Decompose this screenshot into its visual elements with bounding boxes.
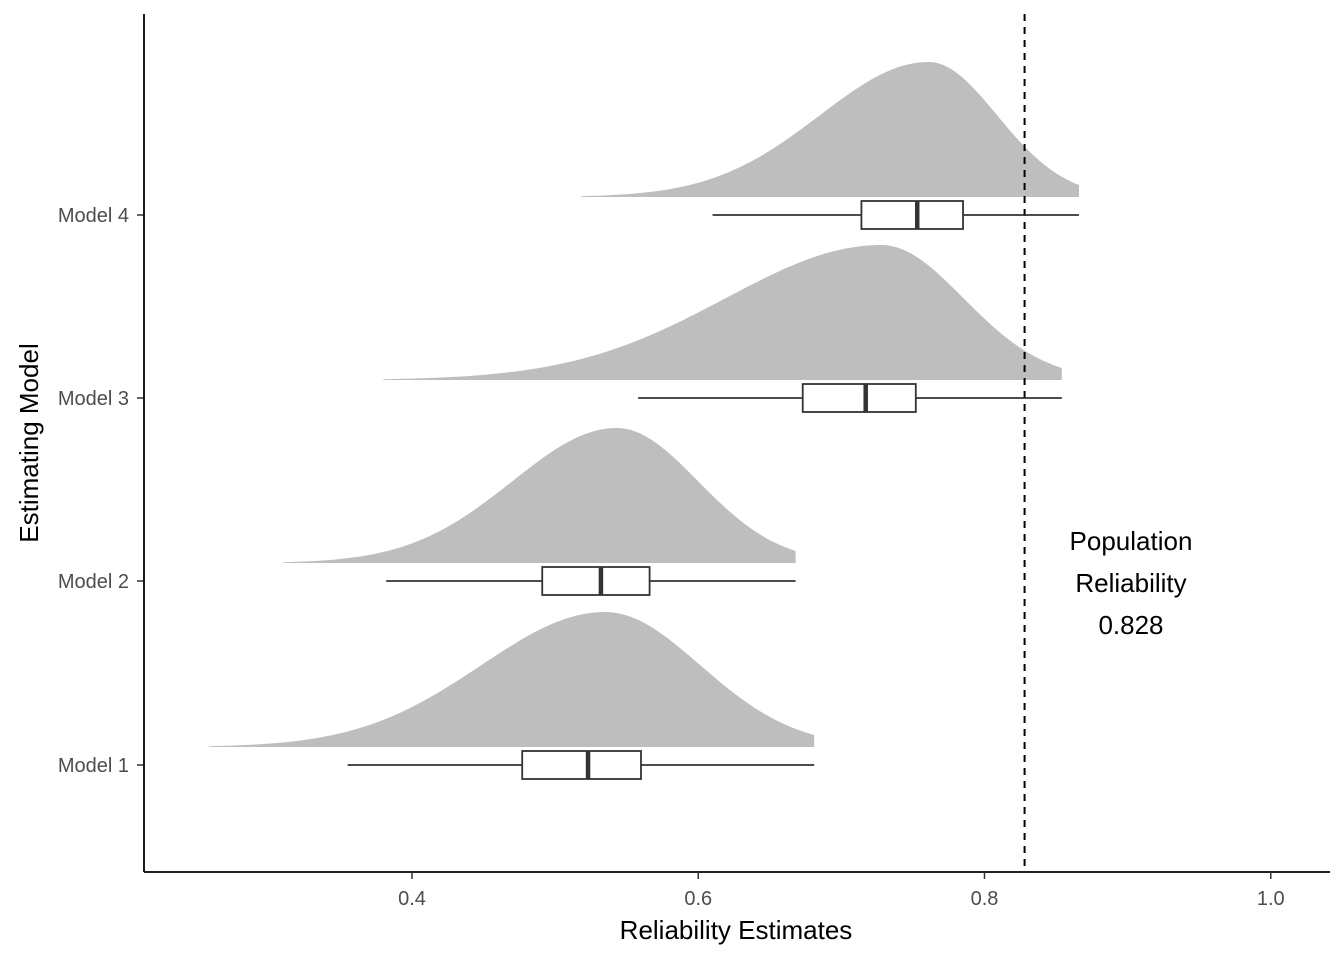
annotation-line: Reliability	[1075, 568, 1186, 598]
box-iqr	[801, 383, 917, 413]
y-axis-title: Estimating Model	[14, 343, 44, 542]
annotation-line: 0.828	[1098, 610, 1163, 640]
x-tick-label: 0.4	[398, 888, 426, 910]
population-reliability-annotation: Population Reliability 0.828	[1070, 526, 1193, 640]
y-tick-label: Model 3	[58, 388, 129, 410]
axes: Model 1 Model 2 Model 3 Model 4 0.4 0.6 0.8 1.0	[58, 14, 1330, 910]
density-layer	[208, 62, 1079, 747]
y-tick-label: Model 2	[58, 571, 129, 593]
x-tick-label: 0.6	[684, 888, 712, 910]
density-cloud	[283, 428, 796, 563]
box-iqr	[541, 566, 651, 596]
density-cloud	[580, 62, 1079, 197]
x-tick-label: 0.8	[971, 888, 999, 910]
x-tick-label: 1.0	[1257, 888, 1285, 910]
box-iqr	[860, 200, 964, 230]
density-cloud	[383, 245, 1062, 380]
boxplot-layer	[347, 200, 1079, 780]
box-iqr	[521, 750, 642, 780]
y-tick-label: Model 4	[58, 205, 129, 227]
x-axis-title: Reliability Estimates	[620, 915, 853, 945]
y-tick-label: Model 1	[58, 755, 129, 777]
density-cloud	[208, 612, 815, 747]
annotation-line: Population	[1070, 526, 1193, 556]
